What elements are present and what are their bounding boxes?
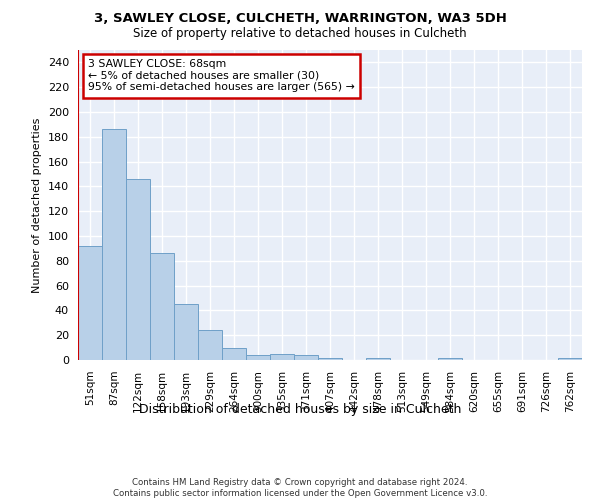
Bar [438, 358, 462, 360]
Bar [558, 358, 582, 360]
Bar [174, 304, 198, 360]
Text: Size of property relative to detached houses in Culcheth: Size of property relative to detached ho… [133, 28, 467, 40]
Bar [246, 355, 270, 360]
Bar [102, 130, 126, 360]
Bar [318, 358, 342, 360]
Bar [198, 330, 222, 360]
Bar [150, 254, 174, 360]
Bar [126, 179, 150, 360]
Y-axis label: Number of detached properties: Number of detached properties [32, 118, 42, 292]
Text: 3, SAWLEY CLOSE, CULCHETH, WARRINGTON, WA3 5DH: 3, SAWLEY CLOSE, CULCHETH, WARRINGTON, W… [94, 12, 506, 26]
Bar [366, 358, 390, 360]
Bar [294, 355, 318, 360]
Bar [222, 348, 246, 360]
Text: Distribution of detached houses by size in Culcheth: Distribution of detached houses by size … [139, 402, 461, 415]
Bar [270, 354, 294, 360]
Text: Contains HM Land Registry data © Crown copyright and database right 2024.
Contai: Contains HM Land Registry data © Crown c… [113, 478, 487, 498]
Text: 3 SAWLEY CLOSE: 68sqm
← 5% of detached houses are smaller (30)
95% of semi-detac: 3 SAWLEY CLOSE: 68sqm ← 5% of detached h… [88, 60, 355, 92]
Bar [78, 246, 102, 360]
